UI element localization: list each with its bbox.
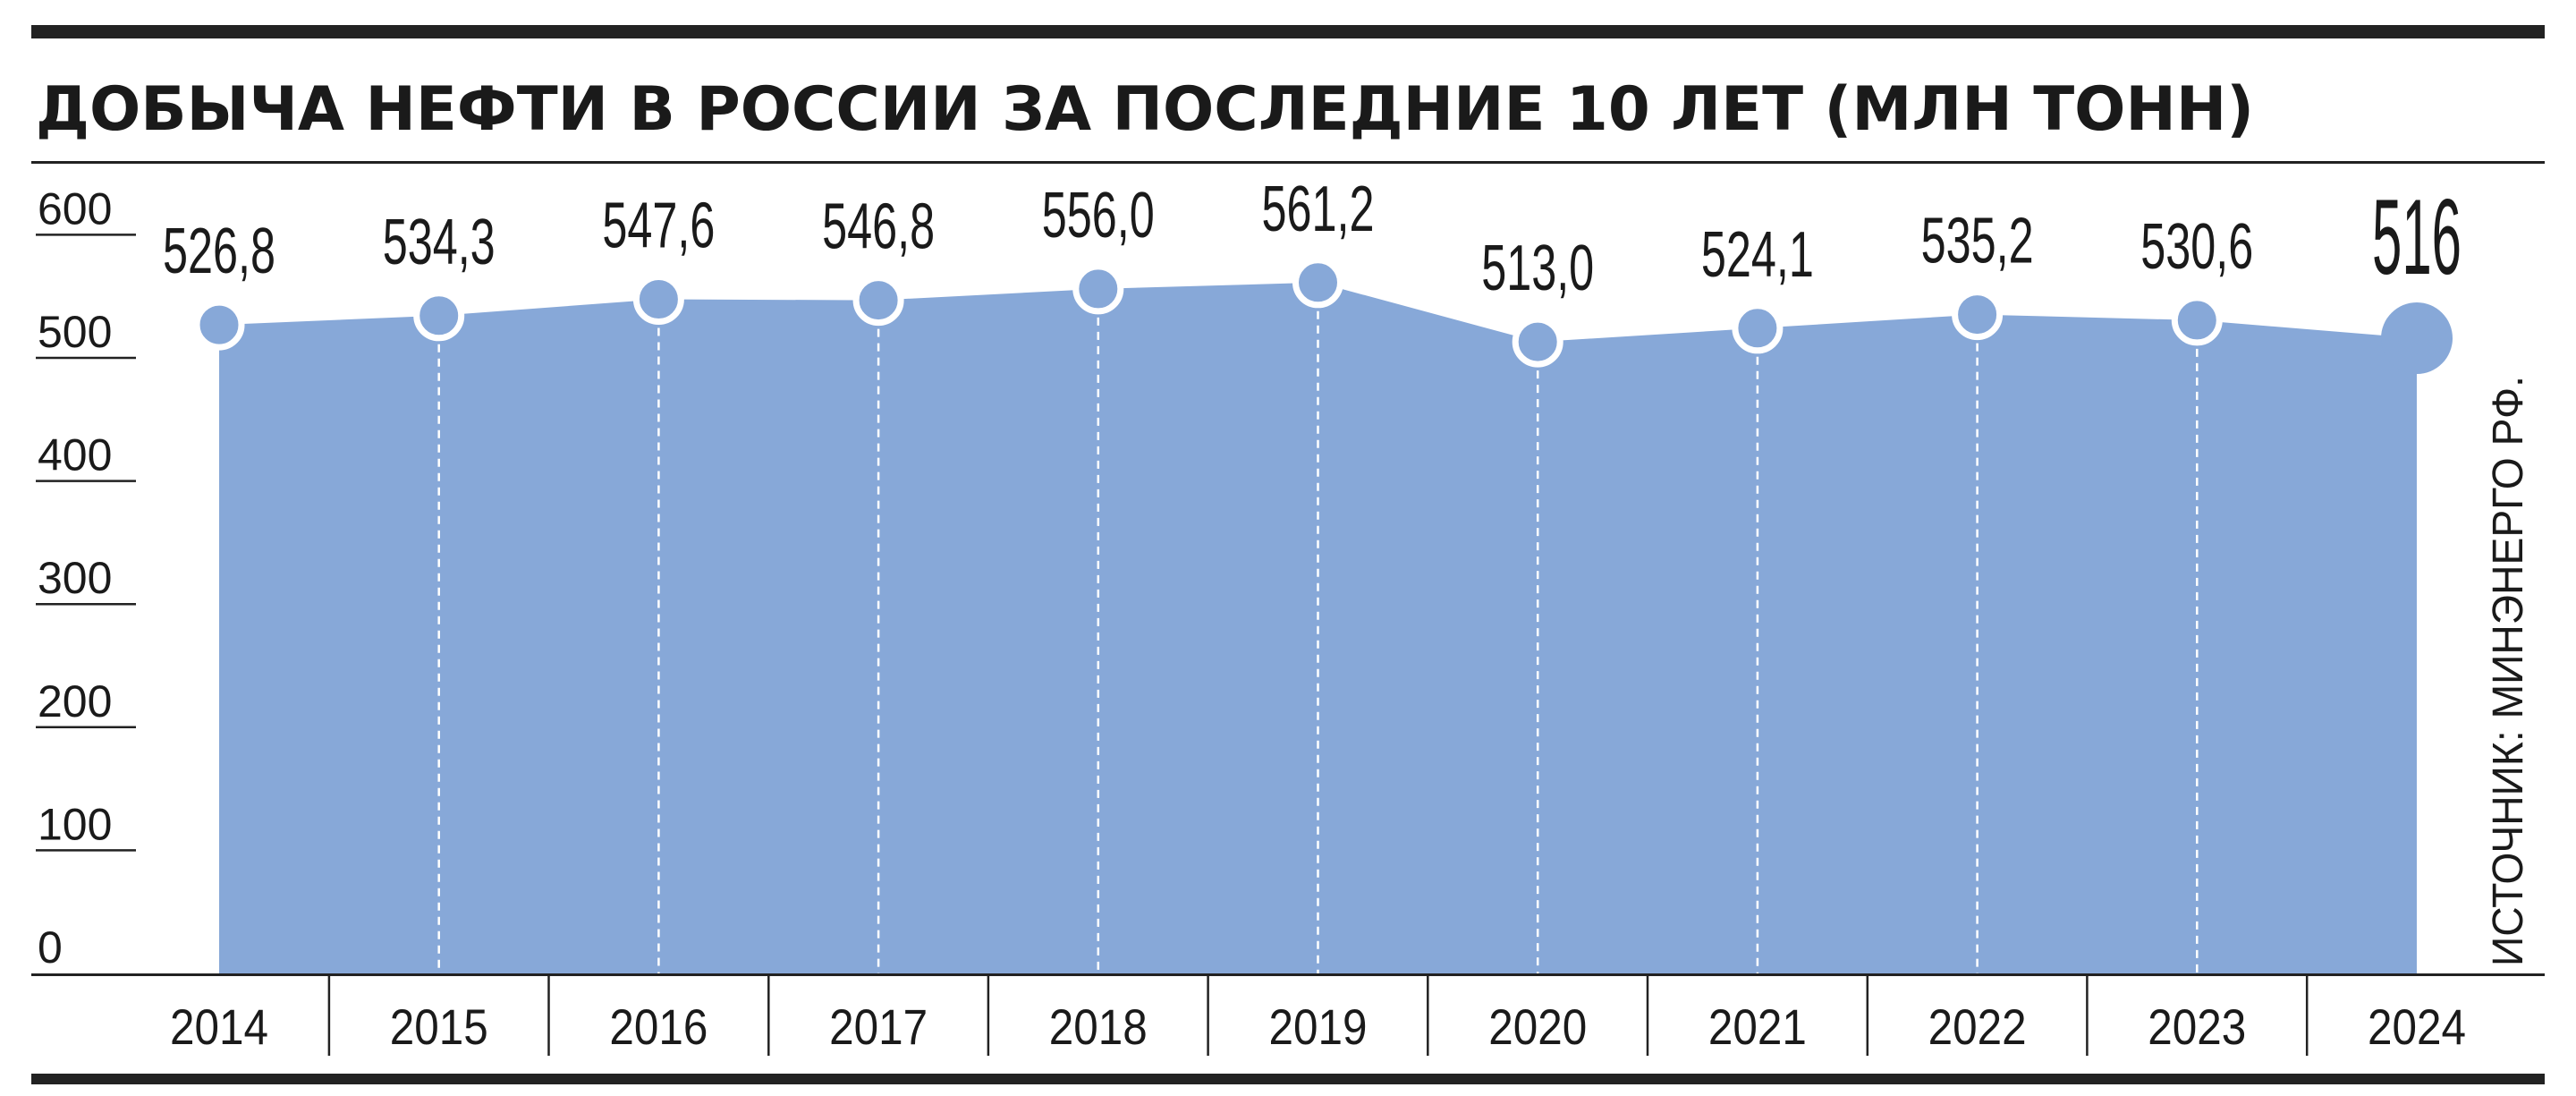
value-label: 526,8 [163, 216, 275, 287]
y-tick-label: 600 [38, 183, 112, 234]
x-tick-label: 2015 [390, 998, 488, 1055]
data-point [1072, 263, 1124, 315]
data-point [632, 274, 684, 325]
title-rule [31, 161, 2545, 164]
x-tick-label: 2017 [829, 998, 928, 1055]
value-label: 513,0 [1481, 233, 1594, 304]
y-tick-label: 500 [38, 307, 112, 357]
y-tick-label: 0 [38, 922, 63, 973]
value-label: 534,3 [383, 207, 496, 278]
data-point [413, 290, 465, 342]
data-point [852, 275, 904, 327]
x-axis-line [31, 973, 2545, 976]
x-tick-label: 2016 [609, 998, 708, 1055]
y-tick-label: 300 [38, 553, 112, 603]
top-rule [31, 25, 2545, 38]
data-point [1732, 302, 1784, 354]
value-label: 556,0 [1042, 180, 1155, 251]
data-point [1952, 289, 2004, 341]
value-label: 530,6 [2140, 211, 2253, 283]
x-tick-label: 2021 [1708, 998, 1807, 1055]
x-tick-label: 2024 [2368, 998, 2466, 1055]
x-axis: 2014 2015 2016 2017 2018 2019 2020 2021 2022 2023… [170, 973, 2466, 1056]
data-point [2381, 302, 2453, 374]
x-tick-label: 2020 [1488, 998, 1587, 1055]
value-label: 561,2 [1262, 174, 1375, 245]
source-note: ИСТОЧНИК: МИНЭНЕРГО РФ. [2485, 376, 2532, 966]
data-point [2171, 294, 2223, 346]
value-label: 546,8 [822, 191, 935, 263]
value-label: 547,6 [602, 191, 715, 262]
y-tick-label: 200 [38, 676, 112, 726]
chart-title: ДОБЫЧА НЕФТИ В РОССИИ ЗА ПОСЛЕДНИЕ 10 ЛЕ… [36, 74, 2254, 145]
x-tick-label: 2019 [1269, 998, 1368, 1055]
x-tick-label: 2018 [1049, 998, 1148, 1055]
plot-area: 0 100 200 300 400 500 600 526,8 534,3 547,6 546,8 5… [36, 174, 2462, 973]
value-label: 535,2 [1921, 206, 2034, 277]
value-label: 516 [2372, 177, 2462, 297]
data-point [1512, 316, 1563, 368]
y-tick-label: 100 [38, 799, 112, 849]
x-tick-label: 2014 [170, 998, 268, 1055]
value-label: 524,1 [1701, 219, 1814, 291]
x-tick-label: 2022 [1928, 998, 2027, 1055]
y-tick-label: 400 [38, 430, 112, 480]
bottom-rule [31, 1074, 2545, 1084]
data-point [193, 299, 245, 351]
data-point [1292, 257, 1343, 309]
x-tick-label: 2023 [2148, 998, 2246, 1055]
